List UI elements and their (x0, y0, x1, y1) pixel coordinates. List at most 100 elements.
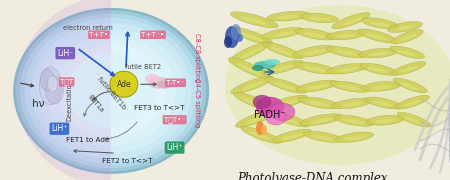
Ellipse shape (157, 81, 171, 89)
Ellipse shape (371, 85, 392, 89)
Ellipse shape (400, 34, 417, 41)
Ellipse shape (296, 80, 338, 92)
Text: T⭤T: T⭤T (60, 79, 73, 85)
Text: futile BET1b: futile BET1b (96, 75, 127, 110)
Ellipse shape (387, 22, 423, 32)
Ellipse shape (303, 49, 326, 55)
Ellipse shape (368, 52, 389, 56)
Ellipse shape (404, 99, 423, 106)
Text: T-T•⁻: T-T•⁻ (166, 80, 184, 86)
Ellipse shape (233, 92, 275, 111)
Ellipse shape (282, 133, 303, 140)
Text: T+T•: T+T• (90, 32, 108, 38)
Ellipse shape (229, 42, 270, 63)
Ellipse shape (25, 18, 198, 164)
Ellipse shape (357, 29, 397, 43)
Ellipse shape (261, 28, 304, 39)
Ellipse shape (274, 82, 296, 90)
Ellipse shape (225, 26, 239, 48)
Ellipse shape (277, 99, 299, 106)
Ellipse shape (262, 42, 303, 59)
Ellipse shape (366, 115, 404, 125)
Text: Deexcitation: Deexcitation (67, 79, 73, 121)
Ellipse shape (397, 50, 416, 56)
Ellipse shape (145, 74, 159, 84)
Ellipse shape (335, 34, 356, 38)
Ellipse shape (369, 22, 390, 27)
Ellipse shape (236, 63, 260, 75)
Ellipse shape (254, 61, 276, 69)
Ellipse shape (342, 17, 363, 26)
Ellipse shape (392, 62, 426, 75)
Ellipse shape (277, 15, 300, 19)
Ellipse shape (294, 62, 336, 74)
Ellipse shape (359, 48, 397, 58)
Text: LiH⁻: LiH⁻ (57, 49, 73, 58)
Ellipse shape (335, 50, 357, 56)
Ellipse shape (338, 85, 360, 90)
Ellipse shape (256, 97, 284, 117)
Text: electron return: electron return (63, 25, 112, 31)
Ellipse shape (363, 81, 400, 91)
Ellipse shape (361, 18, 399, 29)
Ellipse shape (240, 47, 262, 58)
Ellipse shape (231, 24, 241, 40)
Ellipse shape (373, 101, 393, 107)
Ellipse shape (38, 29, 184, 153)
Ellipse shape (364, 97, 402, 109)
Ellipse shape (400, 66, 419, 73)
Ellipse shape (270, 47, 292, 55)
Text: futile BET2: futile BET2 (125, 64, 161, 70)
Ellipse shape (309, 17, 330, 21)
Ellipse shape (396, 25, 415, 30)
Text: Ade: Ade (117, 80, 131, 89)
Ellipse shape (293, 45, 335, 57)
Ellipse shape (277, 116, 299, 124)
Text: FET3 to T<>T: FET3 to T<>T (135, 105, 185, 111)
Ellipse shape (341, 102, 364, 107)
Ellipse shape (31, 23, 192, 159)
Ellipse shape (303, 66, 326, 71)
Ellipse shape (342, 119, 364, 124)
Ellipse shape (295, 28, 335, 40)
Ellipse shape (237, 34, 243, 42)
Text: T+T⁻•: T+T⁻• (141, 32, 165, 38)
Ellipse shape (256, 121, 264, 135)
Ellipse shape (327, 47, 366, 58)
Ellipse shape (269, 103, 295, 121)
Ellipse shape (264, 59, 280, 65)
Ellipse shape (246, 114, 270, 124)
Ellipse shape (266, 95, 308, 109)
Ellipse shape (393, 78, 428, 93)
Ellipse shape (330, 81, 370, 92)
Ellipse shape (332, 13, 370, 29)
Ellipse shape (267, 11, 309, 21)
Ellipse shape (231, 27, 273, 45)
Ellipse shape (253, 95, 271, 109)
Ellipse shape (261, 125, 267, 135)
Ellipse shape (272, 31, 295, 37)
Ellipse shape (16, 10, 206, 171)
Ellipse shape (266, 78, 306, 93)
Ellipse shape (262, 60, 303, 75)
Text: C4-C5 splitting: C4-C5 splitting (194, 78, 200, 127)
Ellipse shape (252, 65, 264, 71)
Ellipse shape (230, 12, 278, 28)
Ellipse shape (298, 97, 341, 109)
Ellipse shape (395, 95, 429, 109)
Ellipse shape (375, 119, 396, 123)
Ellipse shape (332, 98, 372, 109)
Ellipse shape (269, 111, 309, 127)
Ellipse shape (148, 77, 168, 89)
Ellipse shape (327, 30, 364, 40)
Ellipse shape (249, 131, 271, 140)
Ellipse shape (301, 13, 338, 23)
Ellipse shape (307, 101, 330, 106)
Ellipse shape (272, 129, 311, 143)
FancyBboxPatch shape (205, 0, 450, 180)
Text: hν: hν (32, 99, 45, 109)
Ellipse shape (46, 36, 176, 146)
Text: C8-C8 splitting: C8-C8 splitting (194, 33, 200, 82)
Ellipse shape (303, 32, 325, 38)
Ellipse shape (228, 58, 271, 79)
